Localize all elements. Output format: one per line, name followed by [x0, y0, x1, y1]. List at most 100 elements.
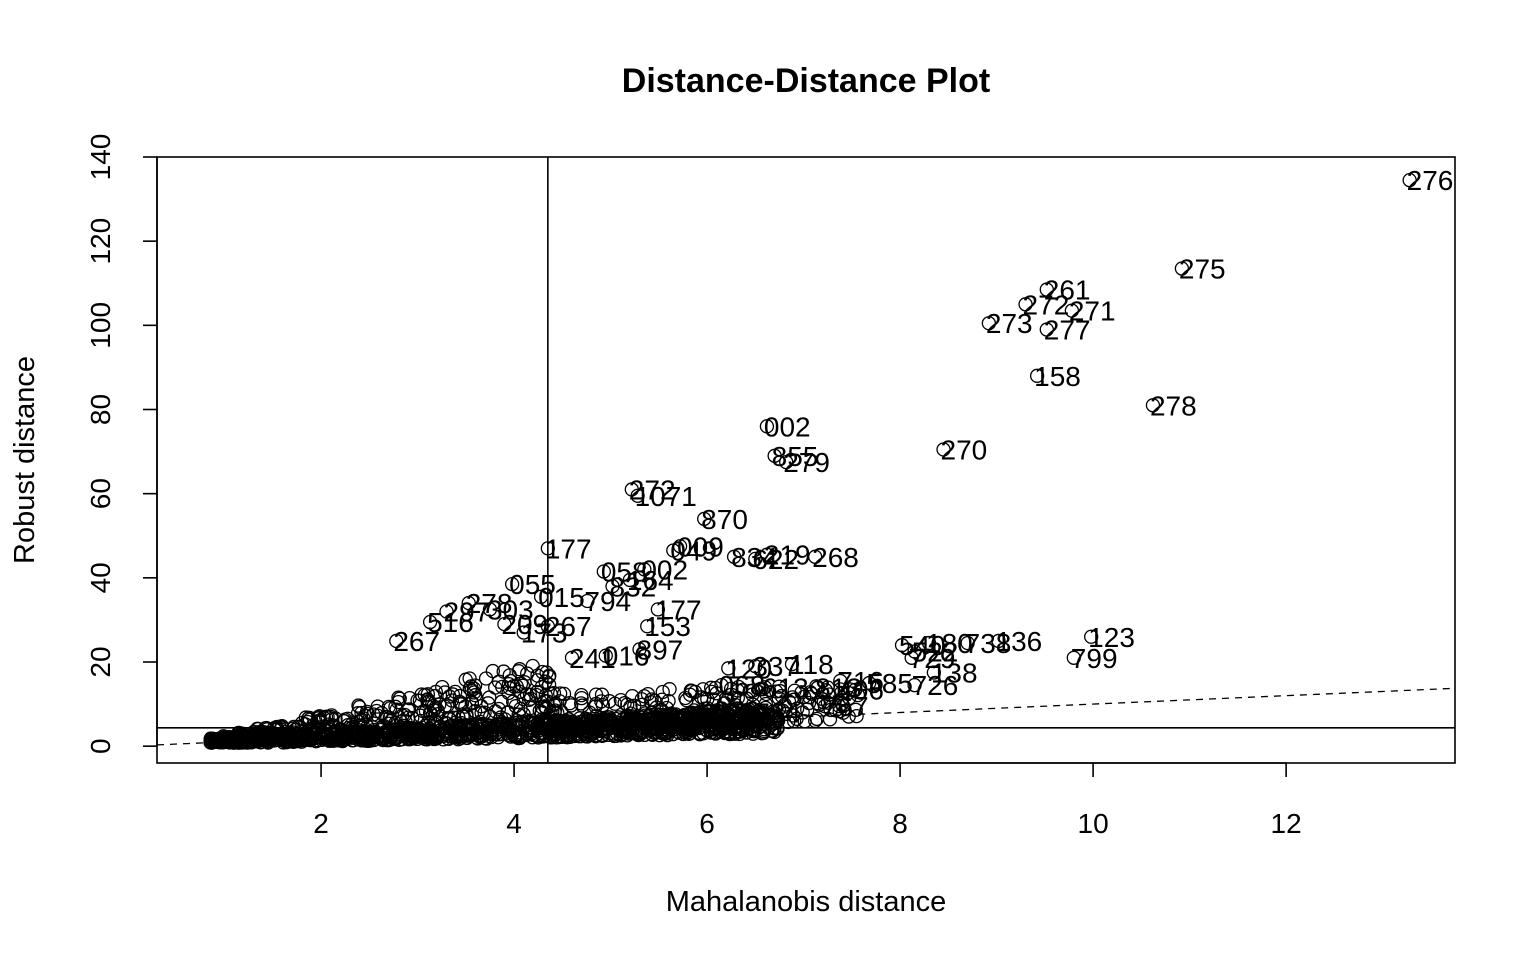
- point-label: 268: [812, 542, 859, 573]
- y-tick-label: 20: [85, 646, 116, 677]
- x-tick-label: 4: [506, 808, 522, 839]
- data-point: [588, 696, 604, 712]
- data-point: [679, 693, 694, 708]
- labeled-point: [1039, 282, 1054, 297]
- data-point: [818, 683, 834, 698]
- data-point: [324, 708, 339, 723]
- data-point: [491, 701, 507, 717]
- data-point: [239, 730, 254, 746]
- labeled-point: [630, 488, 645, 503]
- data-point: [397, 707, 413, 723]
- data-point: [380, 725, 395, 740]
- y-tick-label: 120: [85, 218, 116, 265]
- labeled-point: [422, 614, 438, 630]
- data-point: [835, 691, 850, 706]
- point-label: 726: [912, 670, 959, 701]
- data-point: [843, 682, 858, 697]
- point-label: 275: [1179, 254, 1226, 285]
- point-label: 278: [466, 588, 513, 619]
- data-point: [505, 694, 521, 709]
- y-tick-label: 0: [85, 738, 116, 754]
- data-point: [335, 725, 351, 740]
- labeled-point: [497, 616, 512, 632]
- data-point: [541, 677, 557, 692]
- labeled-point: [936, 442, 951, 457]
- data-point: [810, 696, 826, 711]
- data-point: [437, 699, 452, 714]
- data-point: [252, 724, 267, 740]
- data-point: [635, 697, 650, 712]
- point-label: 267: [545, 611, 592, 642]
- point-label: 855: [772, 441, 819, 472]
- point-label: 276: [1407, 165, 1454, 196]
- labeled-point: [759, 419, 775, 434]
- y-axis-label: Robust distance: [9, 356, 41, 564]
- labeled-point: [580, 593, 595, 609]
- point-label: 058: [601, 557, 648, 588]
- data-point: [466, 681, 482, 696]
- data-point: [502, 724, 518, 740]
- data-point: [460, 728, 475, 743]
- point-label: 138: [931, 658, 978, 689]
- data-point: [421, 694, 437, 709]
- data-point: [538, 700, 554, 715]
- data-point: [499, 716, 515, 732]
- plot-area: [157, 157, 1455, 763]
- data-point: [751, 711, 767, 726]
- labeled-point: [1084, 629, 1099, 644]
- labeled-point: [1039, 322, 1054, 337]
- data-point: [421, 715, 436, 730]
- data-point: [616, 715, 631, 730]
- labeled-point: [439, 604, 454, 619]
- point-label: 009: [677, 531, 724, 562]
- point-label: 799: [1071, 643, 1118, 674]
- data-point: [701, 710, 716, 726]
- point-label: 613: [762, 672, 809, 703]
- data-point: [462, 671, 477, 686]
- data-point: [322, 733, 337, 748]
- labeled-points: [389, 172, 1417, 729]
- data-point: [496, 664, 511, 679]
- data-point: [203, 732, 218, 747]
- labeled-point: [726, 549, 742, 564]
- data-point: [758, 696, 773, 712]
- labeled-point: [709, 703, 724, 718]
- point-label: 738: [965, 628, 1012, 659]
- data-point: [645, 715, 660, 731]
- point-label: 897: [637, 634, 684, 665]
- data-point: [442, 712, 457, 727]
- data-point: [681, 718, 696, 733]
- data-point: [520, 666, 535, 681]
- data-point: [388, 699, 403, 714]
- data-point: [638, 717, 653, 733]
- point-label: 118: [789, 649, 834, 680]
- point-label: 271: [1069, 296, 1116, 327]
- x-tick-label: 6: [699, 808, 715, 839]
- labeled-point: [757, 680, 773, 695]
- point-label: 016: [603, 641, 650, 672]
- data-point: [740, 704, 756, 719]
- data-point: [755, 682, 770, 697]
- point-label: 279: [783, 447, 830, 478]
- data-point: [772, 683, 788, 699]
- data-point: [381, 699, 397, 714]
- point-label: 153: [644, 611, 691, 642]
- data-point: [464, 696, 480, 711]
- data-point: [849, 708, 864, 724]
- data-point: [435, 679, 450, 695]
- data-point: [391, 690, 406, 705]
- point-label: 261: [1044, 275, 1091, 306]
- data-point: [443, 718, 458, 734]
- point-label: 272: [1023, 289, 1070, 320]
- y-tick-label: 60: [85, 478, 116, 509]
- point-label: 186: [627, 706, 674, 737]
- data-point: [623, 706, 639, 721]
- labeled-point: [1066, 650, 1081, 665]
- data-point: [269, 719, 284, 735]
- labeled-point: [1018, 297, 1033, 312]
- point-label: 049: [670, 535, 717, 566]
- labeled-point: [907, 644, 922, 659]
- data-point: [625, 688, 640, 704]
- data-point: [627, 698, 642, 713]
